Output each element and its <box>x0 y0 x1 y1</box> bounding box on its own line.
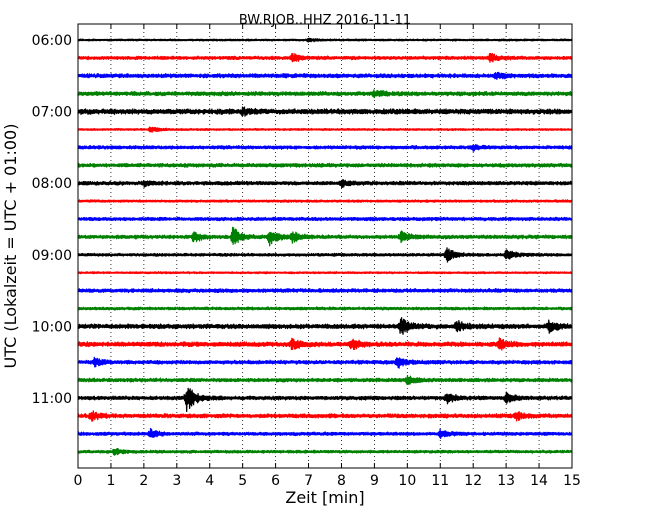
y-tick-label: 09:00 <box>32 248 72 264</box>
y-axis-title: UTC (Lokalzeit = UTC + 01:00) <box>1 124 20 369</box>
x-tick-label: 13 <box>497 473 515 489</box>
trace-line <box>77 427 573 440</box>
x-tick-label: 1 <box>106 473 115 489</box>
trace-line <box>77 447 573 456</box>
seismic-traces <box>77 37 573 456</box>
plot-frame <box>77 23 573 469</box>
y-tick-label: 10:00 <box>32 319 72 335</box>
x-tick-label: 11 <box>431 473 449 489</box>
trace-line <box>77 71 573 81</box>
y-tick-label: 11:00 <box>32 391 72 407</box>
trace-line <box>77 144 573 152</box>
y-tick-label: 07:00 <box>32 105 72 121</box>
trace-line <box>77 226 573 247</box>
trace-line <box>77 126 573 133</box>
trace-line <box>77 37 573 43</box>
trace-line <box>77 52 573 63</box>
chart-title: BW.RJOB..HHZ 2016-11-11 <box>239 13 411 28</box>
trace-line <box>77 247 573 263</box>
trace-line <box>77 306 573 311</box>
x-tick-label: 7 <box>304 473 313 489</box>
x-tick-label: 0 <box>74 473 83 489</box>
x-tick-label: 12 <box>464 473 482 489</box>
trace-line <box>77 89 573 99</box>
trace-line <box>77 337 573 351</box>
x-axis-ticks: 0 1 2 3 4 5 6 7 8 9 10 11 12 13 14 15 <box>74 24 581 489</box>
y-axis-ticks: 06:00 07:00 08:00 09:00 10:00 11:00 <box>32 33 572 407</box>
y-tick-label: 08:00 <box>32 176 72 192</box>
x-tick-label: 10 <box>398 473 416 489</box>
x-tick-label: 4 <box>205 473 214 489</box>
trace-line <box>77 162 573 168</box>
x-tick-label: 14 <box>530 473 548 489</box>
grid-lines <box>110 24 540 468</box>
trace-line <box>77 374 573 385</box>
x-tick-label: 3 <box>172 473 181 489</box>
trace-line <box>77 288 573 294</box>
trace-line <box>77 356 573 369</box>
x-tick-label: 5 <box>238 473 247 489</box>
x-axis-title: Zeit [min] <box>285 488 364 507</box>
trace-line <box>77 179 573 189</box>
trace-line <box>77 199 573 204</box>
x-tick-label: 2 <box>139 473 148 489</box>
x-tick-label: 15 <box>563 473 581 489</box>
x-tick-label: 6 <box>271 473 280 489</box>
x-tick-label: 8 <box>337 473 346 489</box>
trace-line <box>77 317 573 335</box>
x-tick-label: 9 <box>370 473 379 489</box>
trace-line <box>77 387 573 412</box>
y-tick-label: 06:00 <box>32 33 72 49</box>
trace-line <box>77 106 573 117</box>
trace-line <box>77 410 573 422</box>
trace-line <box>77 216 573 222</box>
trace-line <box>77 271 573 275</box>
